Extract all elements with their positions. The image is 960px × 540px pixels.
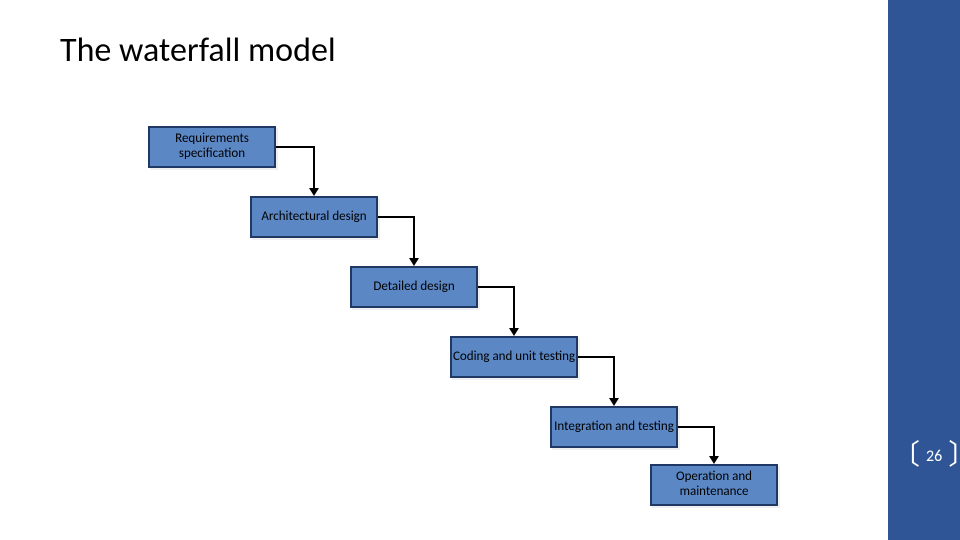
arrowhead-icon [309, 188, 319, 196]
flow-node-label: Detailed design [373, 280, 454, 295]
flow-node-label: Coding and unit testing [453, 350, 575, 365]
flow-node-n2: Architectural design [250, 196, 378, 238]
flow-edge [578, 357, 614, 398]
arrowhead-icon [609, 398, 619, 406]
flow-edge [378, 217, 414, 258]
slide: The waterfall model 〔 26 〕 Requirements … [0, 0, 960, 540]
flow-node-label: Operation and maintenance [652, 470, 776, 500]
flow-edge [276, 147, 314, 188]
flow-node-n4: Coding and unit testing [450, 336, 578, 378]
page-number: 26 [926, 447, 942, 466]
bracket-left-icon: 〔 [892, 442, 920, 470]
bracket-right-icon: 〕 [948, 442, 960, 470]
flow-node-label: Integration and testing [554, 420, 674, 435]
flow-edge [478, 287, 514, 328]
arrowhead-icon [509, 328, 519, 336]
title-text: The waterfall model [60, 30, 336, 71]
arrowhead-icon [709, 456, 719, 464]
page-number-badge: 〔 26 〕 [892, 442, 960, 470]
arrow-layer [0, 0, 960, 540]
flow-node-n5: Integration and testing [550, 406, 678, 448]
flow-node-label: Requirements specification [150, 132, 274, 162]
flow-node-n1: Requirements specification [148, 126, 276, 168]
flow-node-label: Architectural design [261, 210, 366, 225]
arrowhead-icon [409, 258, 419, 266]
flow-node-n3: Detailed design [350, 266, 478, 308]
flow-node-n6: Operation and maintenance [650, 464, 778, 506]
flow-edge [678, 427, 714, 456]
page-title: The waterfall model [60, 30, 336, 71]
